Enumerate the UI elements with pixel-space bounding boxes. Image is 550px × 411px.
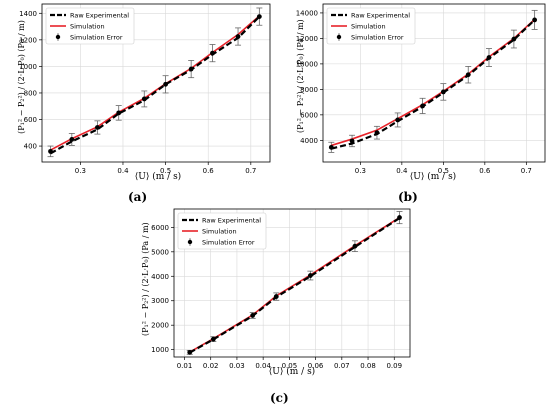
chart-panel-a: 0.3 0.4 0.5 0.6 0.7 400 600 800 1000 1200 1400 Raw … <box>0 0 275 205</box>
y-axis-label: (P₁² − P₂²) / (2·L·P₀) (Pa / m) <box>141 222 150 336</box>
data-point-simulation-error <box>163 81 168 87</box>
x-axis-label: ⟨U⟩ (m / s) <box>409 172 457 182</box>
series-line-raw-experimental <box>49 15 261 155</box>
chart-svg-a: 0.3 0.4 0.5 0.6 0.7 400 600 800 1000 1200 1400 Raw … <box>19 3 271 175</box>
chart-panel-c: 0.01 0.02 0.03 0.04 0.05 0.06 0.07 0.08 0.09 1000… <box>130 205 430 411</box>
data-point-simulation-error <box>250 313 256 318</box>
data-point-simulation-error <box>374 130 380 136</box>
caption-a: (a) <box>128 190 148 204</box>
data-point-simulation-error <box>328 144 334 150</box>
x-tick-label: 0.4 <box>396 167 408 175</box>
x-tick-label: 0.7 <box>521 167 532 175</box>
data-point-simulation-error <box>511 36 517 42</box>
legend-label: Simulation <box>70 23 105 31</box>
x-tick-label: 0.6 <box>203 167 215 175</box>
legend-label: Simulation <box>351 23 386 31</box>
x-tick-label: 0.02 <box>203 362 219 370</box>
y-tick-label: 6000 <box>151 224 169 232</box>
x-tick-label: 0.6 <box>479 167 491 175</box>
data-point-simulation-error <box>307 273 313 278</box>
x-tick-label: 0.3 <box>75 167 86 175</box>
legend-label: Raw Experimental <box>70 12 129 20</box>
data-point-simulation-error <box>420 103 425 109</box>
y-tick-label: 8000 <box>300 86 318 94</box>
x-tick-label: 0.04 <box>255 362 271 370</box>
y-tick-label: 1000 <box>19 63 37 71</box>
data-point-simulation-error <box>532 17 538 23</box>
x-tick-label: 0.03 <box>229 362 245 370</box>
legend-swatch-simulation-error <box>336 34 342 40</box>
caption-b: (b) <box>398 190 418 204</box>
y-tick-label: 1200 <box>19 36 37 44</box>
series-line-raw-experimental <box>331 19 536 150</box>
plot-frame <box>322 3 546 163</box>
data-point-simulation-error <box>116 110 122 116</box>
data-point-simulation-error <box>48 148 53 154</box>
legend-label: Simulation Error <box>351 34 404 42</box>
x-tick-label: 0.5 <box>160 167 171 175</box>
legend-box <box>45 7 135 45</box>
legend-label: Simulation Error <box>202 239 255 247</box>
x-axis-label: ⟨U⟩ (m / s) <box>268 367 316 377</box>
y-axis-label: (P₁² − P₂²) / (2·L·P₀) (Pa / m) <box>296 19 305 133</box>
x-tick-label: 0.05 <box>282 362 298 370</box>
data-point-simulation-error <box>486 55 492 60</box>
y-tick-label: 6000 <box>300 111 318 119</box>
x-axis-label: ⟨U⟩ (m / s) <box>134 172 182 182</box>
chart-svg-b: 0.3 0.4 0.5 0.6 0.7 4000 6000 8000 10000 12000 140… <box>296 3 546 175</box>
data-point-simulation-error <box>465 72 471 78</box>
data-point-simulation-error <box>349 138 355 144</box>
x-tick-label: 0.08 <box>360 362 376 370</box>
y-tick-label: 14000 <box>296 9 318 17</box>
data-point-simulation-error <box>187 349 193 355</box>
data-point-simulation-error <box>95 125 100 130</box>
y-axis-label: (P₁² − P₂²) / (2·L·P₀) (Pa / m) <box>17 20 26 134</box>
y-tick-label: 5000 <box>151 248 169 256</box>
data-point-simulation-error <box>210 50 215 56</box>
data-point-simulation-error <box>235 34 241 39</box>
y-tick-label: 12000 <box>296 35 318 43</box>
data-point-simulation-error <box>210 336 216 342</box>
y-tick-label: 4000 <box>151 273 169 281</box>
x-tick-label: 0.7 <box>245 167 256 175</box>
legend-label: Simulation <box>202 228 237 236</box>
data-point-simulation-error <box>256 14 262 20</box>
x-tick-label: 0.4 <box>117 167 129 175</box>
y-tick-label: 4000 <box>300 137 318 145</box>
x-tick-label: 0.3 <box>355 167 366 175</box>
legend-swatch-simulation-error <box>187 239 193 245</box>
data-point-simulation-error <box>395 117 401 123</box>
plot-frame <box>173 208 411 358</box>
y-tick-label: 600 <box>24 116 37 124</box>
x-tick-label: 0.09 <box>386 362 402 370</box>
data-point-simulation-error <box>188 66 194 72</box>
x-tick-label: 0.5 <box>438 167 449 175</box>
legend-swatch-simulation-error <box>55 34 61 40</box>
y-tick-label: 2000 <box>151 322 169 330</box>
data-point-simulation-error <box>141 96 147 102</box>
legend-label: Raw Experimental <box>202 217 261 225</box>
x-tick-label: 0.07 <box>334 362 350 370</box>
data-point-simulation-error <box>352 243 358 249</box>
caption-c: (c) <box>270 391 289 405</box>
data-point-simulation-error <box>397 215 402 220</box>
plot-frame <box>41 3 271 163</box>
data-point-simulation-error <box>69 137 75 142</box>
y-tick-label: 400 <box>24 143 37 151</box>
legend-box <box>326 7 416 45</box>
data-point-simulation-error <box>273 294 279 299</box>
legend-box <box>177 212 267 250</box>
y-tick-label: 1400 <box>19 10 37 18</box>
y-tick-label: 800 <box>24 89 37 97</box>
x-tick-label: 0.01 <box>177 362 193 370</box>
legend-label: Raw Experimental <box>351 12 410 20</box>
y-tick-label: 1000 <box>151 346 169 354</box>
x-tick-label: 0.06 <box>308 362 324 370</box>
legend-label: Simulation Error <box>70 34 123 42</box>
y-tick-label: 10000 <box>296 60 318 68</box>
chart-svg-c: 0.01 0.02 0.03 0.04 0.05 0.06 0.07 0.08 0.09 1000… <box>151 208 411 370</box>
data-point-simulation-error <box>440 89 446 95</box>
chart-panel-b: 0.3 0.4 0.5 0.6 0.7 4000 6000 8000 10000 12000 140… <box>275 0 550 205</box>
y-tick-label: 3000 <box>151 297 169 305</box>
